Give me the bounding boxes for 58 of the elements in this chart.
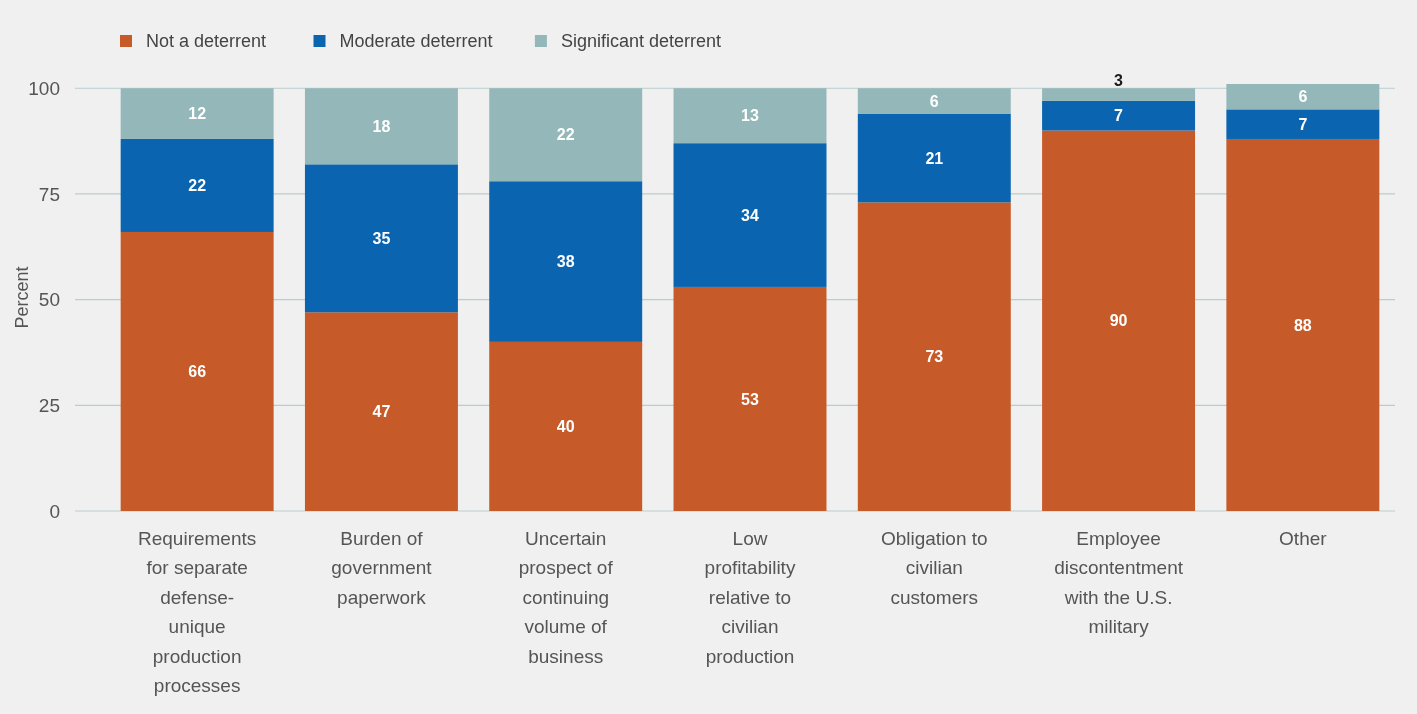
- bar: [1226, 109, 1380, 139]
- x-tick-label: Burden of government paperwork: [331, 527, 433, 608]
- y-tick-label: 0: [49, 500, 60, 522]
- data-label: 53: [741, 390, 759, 408]
- data-label: 12: [188, 105, 207, 123]
- data-label: 6: [929, 92, 939, 110]
- bar: [120, 231, 274, 511]
- x-tick-label: Low profitability relative to civilian production: [704, 527, 796, 667]
- y-tick-label: 100: [28, 77, 60, 99]
- data-label: 18: [372, 117, 391, 135]
- bar: [857, 113, 1011, 203]
- bar: [1226, 138, 1380, 511]
- bar: [489, 88, 643, 182]
- bar: [1042, 100, 1196, 131]
- data-label: 6: [1298, 88, 1308, 106]
- bar: [1042, 130, 1196, 511]
- x-tick-label: Employee discontentment with the U.S. military: [1054, 527, 1184, 638]
- data-label: 90: [1109, 312, 1128, 330]
- data-label: 73: [925, 348, 944, 366]
- bar: [120, 88, 274, 139]
- x-tick-label: Uncertain prospect of continuing volume of business: [518, 527, 614, 667]
- data-label: 66: [188, 363, 207, 381]
- bar: [489, 341, 643, 511]
- y-tick-label: 25: [38, 394, 60, 416]
- bar: [304, 88, 458, 165]
- data-label: 47: [372, 403, 391, 421]
- bar: [857, 88, 1011, 114]
- data-label: 3: [1114, 71, 1124, 89]
- legend-label: Moderate deterrent: [339, 31, 493, 52]
- data-label: 13: [741, 107, 759, 125]
- bar: [1042, 88, 1196, 101]
- data-label: 22: [556, 126, 575, 144]
- x-tick-label: Requirements for separate defense-unique production processes: [138, 527, 257, 697]
- data-label: 35: [372, 229, 391, 247]
- bar: [673, 88, 827, 144]
- bar: [304, 312, 458, 511]
- legend-label: Not a deterrent: [146, 31, 267, 52]
- bar: [673, 143, 827, 287]
- bar: [489, 181, 643, 342]
- y-tick-label: 75: [38, 183, 60, 205]
- bar: [304, 164, 458, 313]
- bar: [673, 286, 827, 511]
- legend-label: Significant deterrent: [560, 31, 721, 52]
- data-label: 88: [1293, 316, 1312, 334]
- data-label: 40: [556, 418, 575, 436]
- bar: [1226, 84, 1380, 110]
- y-axis-title: Percent: [12, 266, 32, 329]
- bar: [857, 202, 1011, 511]
- x-tick-label: Other: [1279, 527, 1328, 549]
- x-tick-label: Obligation to civilian customers: [880, 527, 988, 608]
- bar: [120, 138, 274, 232]
- data-label: 38: [556, 253, 575, 271]
- data-label: 21: [925, 149, 944, 167]
- data-label: 22: [188, 177, 207, 195]
- data-label: 34: [741, 206, 759, 224]
- y-tick-label: 50: [38, 289, 60, 311]
- data-label: 7: [1114, 107, 1124, 125]
- data-label: 7: [1298, 115, 1308, 133]
